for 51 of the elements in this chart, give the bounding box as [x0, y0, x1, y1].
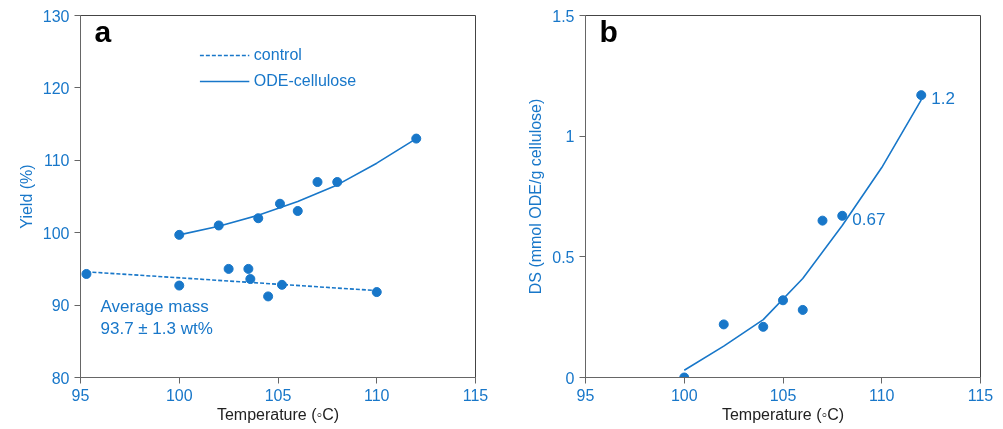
- point: [276, 279, 287, 290]
- x-tick-label: 115: [967, 386, 994, 404]
- y-tick-label: 1: [565, 128, 575, 146]
- x-tick-label: 115: [462, 386, 489, 404]
- point: [274, 198, 285, 209]
- annotation: Average mass: [100, 296, 209, 316]
- x-tick-label: 100: [165, 386, 193, 404]
- x-tick-label: 110: [364, 386, 390, 404]
- point: [174, 229, 185, 240]
- y-tick-label: 80: [51, 369, 70, 387]
- point: [797, 304, 808, 315]
- point: [312, 177, 323, 188]
- annotation: a: [94, 14, 112, 48]
- data-label: 0.67: [852, 209, 886, 229]
- annotation: b: [599, 14, 618, 48]
- point: [292, 205, 303, 216]
- x-tick-label: 110: [869, 386, 895, 404]
- point: [411, 133, 422, 144]
- point: [263, 291, 274, 302]
- y-tick-label: 0: [565, 369, 575, 387]
- point: [817, 215, 828, 226]
- point: [718, 319, 729, 330]
- point: [174, 280, 185, 291]
- x-tick-label: 95: [71, 386, 90, 404]
- point: [758, 321, 769, 332]
- point: [243, 263, 254, 274]
- point: [81, 268, 92, 279]
- y-axis-title: DS (mmol ODE/g cellulose): [527, 98, 545, 295]
- y-axis-title: Yield (%): [17, 164, 35, 229]
- y-tick-label: 100: [42, 224, 70, 242]
- y-tick-label: 0.5: [552, 248, 575, 266]
- point: [245, 274, 256, 285]
- x-tick-label: 100: [670, 386, 698, 404]
- y-tick-label: 120: [42, 79, 70, 97]
- y-tick-label: 90: [51, 297, 70, 315]
- x-tick-label: 105: [769, 386, 797, 404]
- y-tick-label: 1.5: [552, 7, 575, 25]
- x-tick-label: 95: [576, 386, 595, 404]
- legend-label: control: [253, 46, 302, 64]
- data-label: 1.2: [931, 89, 955, 109]
- x-axis-title: Temperature (◦C): [721, 405, 845, 423]
- x-tick-label: 105: [264, 386, 292, 404]
- point: [837, 210, 848, 221]
- y-tick-label: 130: [42, 7, 70, 25]
- y-tick-label: 110: [43, 152, 70, 170]
- annotation: 93.7 ± 1.3 wt%: [100, 318, 213, 338]
- legend-label: ODE-cellulose: [253, 72, 357, 90]
- x-axis-title: Temperature (◦C): [216, 405, 340, 423]
- point: [371, 287, 382, 298]
- point: [223, 263, 234, 274]
- point: [916, 90, 927, 101]
